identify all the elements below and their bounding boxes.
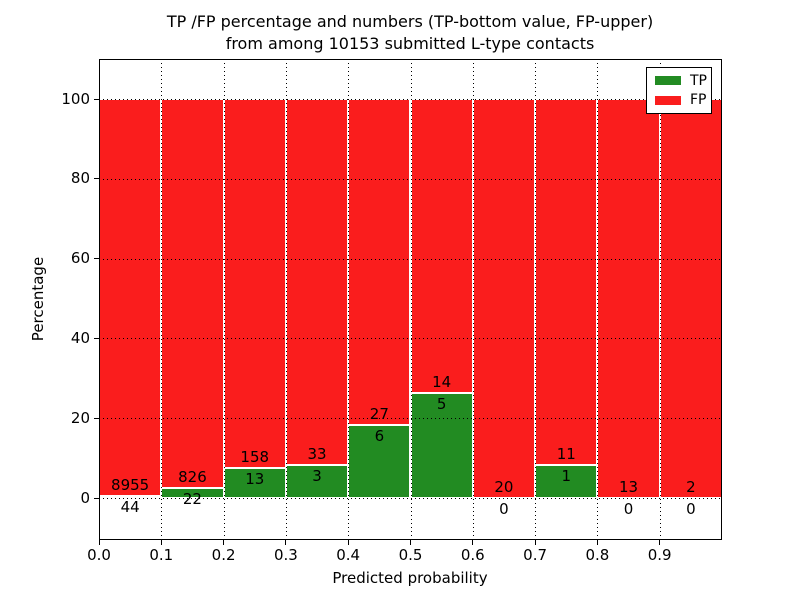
- tp-count-label: 0: [686, 500, 696, 518]
- tp-legend-swatch: [655, 76, 681, 86]
- x-tick-label: 0.7: [523, 546, 548, 564]
- y-tick: [94, 178, 99, 180]
- tp-count-label: 1: [561, 466, 572, 485]
- x-tick: [596, 540, 598, 545]
- y-tick-label: 80: [70, 169, 90, 188]
- fp-count-label: 13: [619, 478, 639, 496]
- x-tick: [410, 540, 411, 545]
- v-gridline: [472, 59, 474, 540]
- x-tick-label: 0.2: [211, 546, 236, 564]
- y-tick-label: 60: [70, 249, 90, 268]
- tp-count-label: 5: [436, 395, 447, 413]
- tp-count-label: 0: [499, 500, 509, 518]
- x-tick: [285, 540, 287, 545]
- chart-title-line-1: TP /FP percentage and numbers (TP-bottom…: [166, 12, 654, 31]
- v-gridline: [597, 59, 599, 540]
- x-tick: [534, 540, 536, 545]
- x-tick: [223, 540, 225, 545]
- h-gridline: [99, 418, 722, 420]
- x-tick-label: 0.5: [398, 546, 423, 564]
- x-tick-label: 0.1: [149, 546, 174, 564]
- fp-bar-segment: [597, 99, 660, 498]
- x-tick-label: 0.3: [273, 546, 298, 564]
- tp-bar-segment: [223, 467, 286, 498]
- fp-count-label: 20: [494, 478, 514, 496]
- legend-box: TP FP: [646, 67, 712, 114]
- x-tick: [472, 540, 474, 545]
- fp-bar-segment: [472, 99, 536, 498]
- fp-count-label: 158: [240, 447, 270, 466]
- fp-bar-segment: [410, 99, 473, 393]
- y-tick-label: 0: [80, 488, 90, 507]
- v-gridline: [285, 59, 287, 540]
- y-tick: [94, 98, 99, 100]
- y-tick: [94, 417, 99, 419]
- v-gridline: [348, 59, 350, 540]
- tp-bar-segment: [285, 464, 349, 498]
- h-gridline: [99, 258, 722, 260]
- x-tick: [347, 540, 349, 545]
- y-tick-label: 40: [70, 328, 90, 347]
- tp-count-label: 0: [623, 500, 634, 518]
- legend-entry-tp: TP: [647, 74, 711, 88]
- x-tick-label: 0.8: [585, 546, 610, 564]
- fp-bar-segment: [223, 99, 286, 468]
- h-gridline: [99, 99, 722, 100]
- tp-count-label: 3: [312, 466, 322, 485]
- x-tick-label: 0.9: [647, 546, 672, 564]
- fp-count-label: 8955: [111, 476, 150, 495]
- legend-entry-fp: FP: [647, 93, 711, 107]
- fp-legend-swatch: [655, 95, 681, 105]
- v-gridline: [223, 59, 225, 540]
- x-tick-label: 0.0: [87, 546, 111, 564]
- h-gridline: [99, 338, 722, 340]
- y-tick-label: 20: [70, 408, 90, 427]
- x-tick-label: 0.6: [460, 546, 485, 564]
- fp-count-label: 2: [686, 478, 696, 496]
- fp-bar-segment: [659, 99, 722, 498]
- fp-bar-segment: [535, 99, 598, 465]
- fp-bar-segment: [99, 99, 162, 497]
- fp-count-label: 33: [307, 444, 327, 463]
- y-axis-label: Percentage: [29, 256, 47, 342]
- tp-count-label: 22: [182, 489, 202, 508]
- tp-count-label: 44: [120, 498, 140, 517]
- y-tick-label: 100: [61, 89, 90, 108]
- fp-count-label: 14: [432, 373, 452, 391]
- fp-count-label: 27: [369, 405, 389, 424]
- v-gridline: [161, 59, 163, 540]
- fp-bar-segment: [348, 99, 411, 426]
- chart-title-line-2: from among 10153 submitted L-type contac…: [225, 34, 595, 53]
- fp-count-label: 11: [556, 444, 576, 463]
- fp-bar-segment: [285, 99, 349, 465]
- v-gridline: [410, 59, 412, 540]
- x-axis-label: Predicted probability: [332, 569, 488, 587]
- y-tick: [94, 337, 99, 339]
- tp-count-label: 13: [245, 469, 265, 488]
- x-tick: [160, 540, 162, 545]
- v-gridline: [535, 59, 537, 540]
- fp-legend-label: FP: [690, 92, 707, 109]
- v-gridline: [659, 59, 661, 540]
- y-tick: [94, 497, 99, 499]
- x-tick: [98, 540, 100, 545]
- x-tick-label: 0.4: [336, 546, 361, 564]
- fp-bar-segment: [161, 99, 224, 488]
- tp-legend-label: TP: [690, 72, 707, 89]
- x-tick: [659, 540, 661, 545]
- h-gridline: [99, 178, 722, 180]
- h-gridline: [99, 498, 722, 499]
- y-tick: [94, 258, 99, 260]
- tp-count-label: 6: [374, 427, 385, 446]
- fp-count-label: 826: [178, 467, 207, 486]
